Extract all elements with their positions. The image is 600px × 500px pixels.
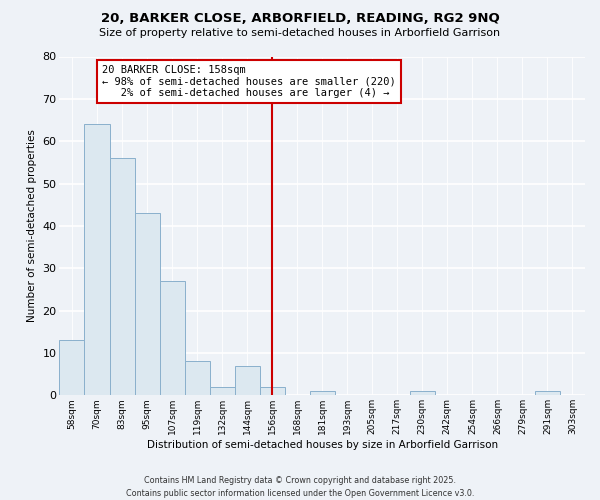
Text: 20, BARKER CLOSE, ARBORFIELD, READING, RG2 9NQ: 20, BARKER CLOSE, ARBORFIELD, READING, R… <box>101 12 499 26</box>
X-axis label: Distribution of semi-detached houses by size in Arborfield Garrison: Distribution of semi-detached houses by … <box>146 440 498 450</box>
Bar <box>85 124 110 396</box>
Bar <box>110 158 134 396</box>
Text: Size of property relative to semi-detached houses in Arborfield Garrison: Size of property relative to semi-detach… <box>100 28 500 38</box>
Bar <box>185 362 209 396</box>
Bar <box>235 366 260 396</box>
Bar <box>260 387 284 396</box>
Bar <box>209 387 235 396</box>
Bar <box>310 391 335 396</box>
Bar <box>134 213 160 396</box>
Bar <box>410 391 435 396</box>
Text: 20 BARKER CLOSE: 158sqm
← 98% of semi-detached houses are smaller (220)
   2% of: 20 BARKER CLOSE: 158sqm ← 98% of semi-de… <box>102 65 396 98</box>
Y-axis label: Number of semi-detached properties: Number of semi-detached properties <box>27 130 37 322</box>
Bar <box>59 340 85 396</box>
Text: Contains HM Land Registry data © Crown copyright and database right 2025.
Contai: Contains HM Land Registry data © Crown c… <box>126 476 474 498</box>
Bar <box>160 281 185 396</box>
Bar <box>535 391 560 396</box>
